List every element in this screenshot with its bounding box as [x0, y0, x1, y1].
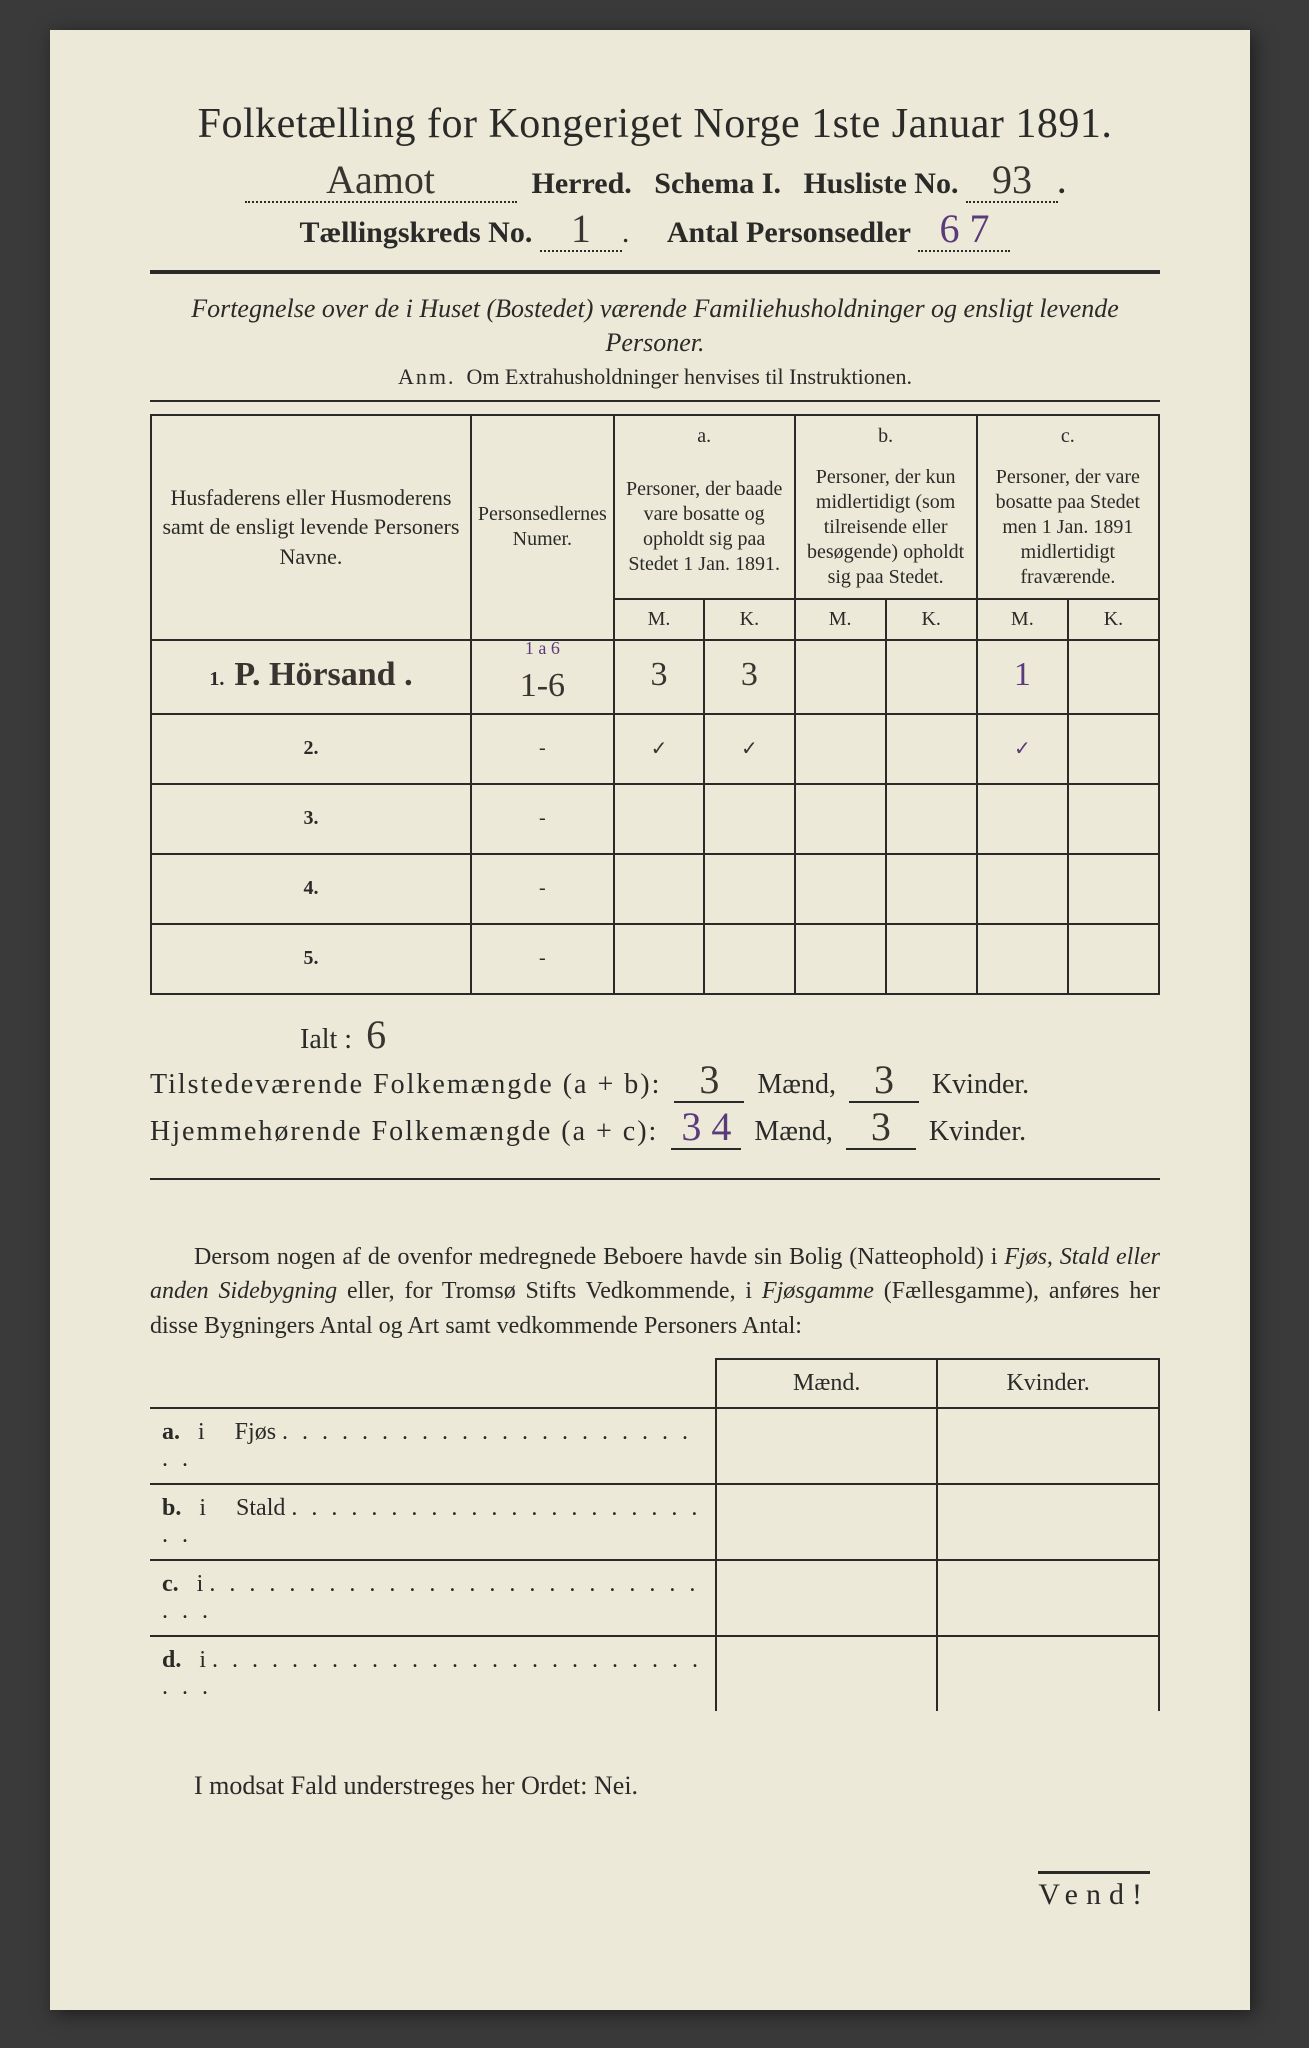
- totals-block: Ialt : 6 Tilstedeværende Folkemængde (a …: [150, 1021, 1160, 1150]
- cell-cK: [1068, 714, 1159, 784]
- cell-bM: [795, 714, 886, 784]
- subtitle: Fortegnelse over de i Huset (Bostedet) v…: [150, 292, 1160, 360]
- divider: [150, 270, 1160, 274]
- row-idx: 4.: [151, 854, 471, 924]
- table-row: 4. -: [151, 854, 1159, 924]
- hjemme-k: 3: [871, 1104, 891, 1149]
- row-num: -: [471, 924, 614, 994]
- schema-label: Schema I.: [654, 167, 781, 200]
- row-name: P. Hörsand .: [234, 656, 412, 693]
- table-row: 5. -: [151, 924, 1159, 994]
- lower-maend: Mænd.: [716, 1359, 937, 1408]
- cell-aK: 3: [741, 656, 758, 693]
- antal-label: Antal Personsedler: [667, 216, 911, 249]
- header-row-1: Aamot Herred. Schema I. Husliste No. 93 …: [150, 166, 1160, 203]
- row-idx: 5.: [151, 924, 471, 994]
- hjemme-m: 3 4: [681, 1104, 731, 1149]
- cell-bK: [886, 714, 977, 784]
- col-c-label: c.: [977, 415, 1159, 457]
- row-num: 1 a 6 1-6: [471, 640, 614, 714]
- col-m: M.: [614, 599, 704, 640]
- lower-table: Mænd. Kvinder. a. i Fjøs . . . . . . . .…: [150, 1358, 1160, 1711]
- antal-value: 6 7: [939, 206, 989, 251]
- col-a-label: a.: [614, 415, 795, 457]
- page-title: Folketælling for Kongeriget Norge 1ste J…: [150, 100, 1160, 148]
- row-idx: 3.: [151, 784, 471, 854]
- col-b-label: b.: [795, 415, 977, 457]
- lower-row: d. i . . . . . . . . . . . . . . . . . .…: [150, 1636, 1159, 1711]
- table-row: 1. P. Hörsand . 1 a 6 1-6 3 3 1: [151, 640, 1159, 714]
- tilstede-label: Tilstedeværende Folkemængde (a + b):: [150, 1069, 661, 1100]
- ialt-value: 6: [366, 1012, 386, 1057]
- census-form-page: Folketælling for Kongeriget Norge 1ste J…: [50, 30, 1250, 2010]
- lower-kvinder: Kvinder.: [937, 1359, 1159, 1408]
- lower-row: b. i Stald . . . . . . . . . . . . . . .…: [150, 1484, 1159, 1560]
- vend-label: Vend!: [1038, 1871, 1150, 1912]
- kvinder-label: Kvinder.: [929, 1116, 1026, 1147]
- hjemme-label: Hjemmehørende Folkemængde (a + c):: [150, 1116, 658, 1147]
- table-row: 3. -: [151, 784, 1159, 854]
- col-header-c: Personer, der vare bosatte paa Stedet me…: [977, 457, 1159, 599]
- row-num: -: [471, 714, 614, 784]
- table-row: 2. - ✓ ✓ ✓: [151, 714, 1159, 784]
- col-header-a: Personer, der baade vare bosatte og opho…: [614, 457, 795, 599]
- maend-label: Mænd,: [757, 1069, 836, 1100]
- kvinder-label: Kvinder.: [932, 1069, 1029, 1100]
- paragraph-text: Dersom nogen af de ovenfor medregnede Be…: [150, 1240, 1160, 1344]
- cell-aM: ✓: [651, 738, 668, 760]
- anm-note: Anm. Anm. Om Extrahusholdninger henvises…: [150, 364, 1160, 390]
- cell-aK: ✓: [741, 738, 758, 760]
- row-num: -: [471, 854, 614, 924]
- row-num: -: [471, 784, 614, 854]
- tilstede-k: 3: [874, 1057, 894, 1102]
- kreds-label: Tællingskreds No.: [300, 216, 533, 249]
- col-header-name: Husfaderens eller Husmoderens samt de en…: [151, 415, 471, 640]
- herred-label: Herred.: [532, 167, 632, 200]
- col-k: K.: [886, 599, 977, 640]
- maend-label: Mænd,: [754, 1116, 833, 1147]
- col-m: M.: [795, 599, 886, 640]
- tilstede-m: 3: [699, 1057, 719, 1102]
- col-m: M.: [977, 599, 1068, 640]
- herred-value: Aamot: [326, 157, 435, 202]
- divider: [150, 1178, 1160, 1180]
- row-idx: 2.: [151, 714, 471, 784]
- nei-line: I modsat Fald understreges her Ordet: Ne…: [150, 1771, 1160, 1801]
- ialt-label: Ialt :: [300, 1024, 352, 1055]
- col-k: K.: [704, 599, 794, 640]
- main-table: Husfaderens eller Husmoderens samt de en…: [150, 414, 1160, 995]
- kreds-value: 1: [571, 206, 591, 251]
- lower-row: c. i . . . . . . . . . . . . . . . . . .…: [150, 1560, 1159, 1636]
- lower-row: a. i Fjøs . . . . . . . . . . . . . . . …: [150, 1408, 1159, 1484]
- cell-cM: 1: [1014, 656, 1031, 693]
- row-idx: 1. P. Hörsand .: [151, 640, 471, 714]
- col-header-b: Personer, der kun midlertidigt (som tilr…: [795, 457, 977, 599]
- col-k: K.: [1068, 599, 1159, 640]
- col-header-num: Personsedlernes Numer.: [471, 415, 614, 640]
- cell-cM: ✓: [1014, 738, 1031, 760]
- husliste-label: Husliste No.: [803, 167, 958, 200]
- cell-aM: 3: [651, 656, 668, 693]
- husliste-value: 93: [992, 157, 1032, 202]
- divider: [150, 400, 1160, 402]
- header-row-2: Tællingskreds No. 1 . Antal Personsedler…: [150, 215, 1160, 252]
